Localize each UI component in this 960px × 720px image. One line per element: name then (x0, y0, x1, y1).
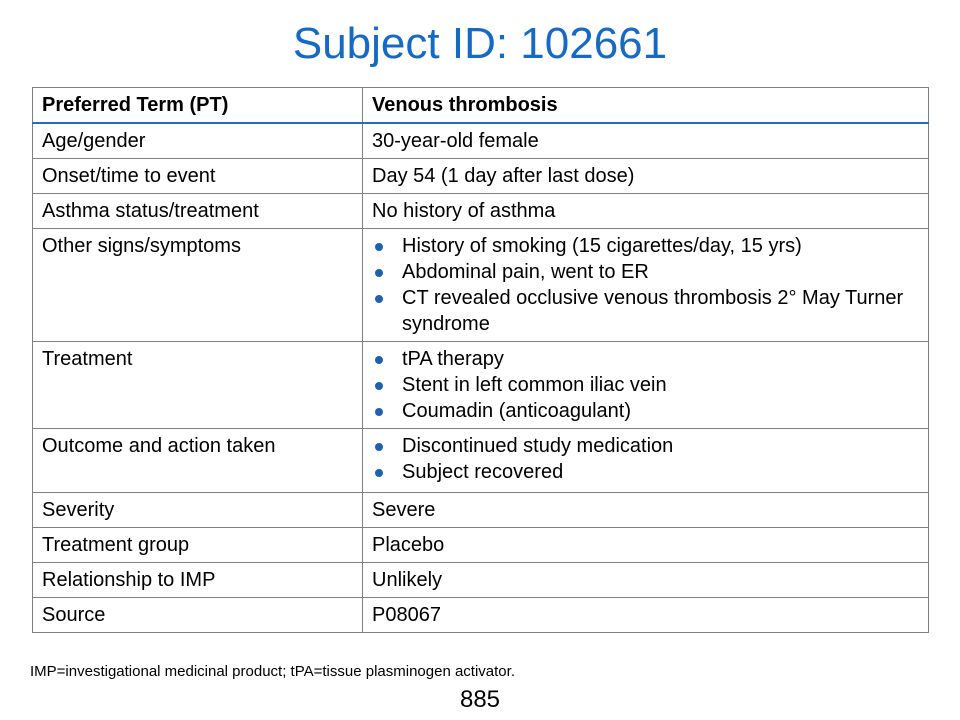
table-row: Asthma status/treatment No history of as… (32, 193, 929, 229)
row-value: Day 54 (1 day after last dose) (362, 158, 929, 194)
list-item: CT revealed occlusive venous thrombosis … (372, 285, 920, 337)
row-value: Placebo (362, 527, 929, 563)
row-label: Onset/time to event (32, 158, 363, 194)
table-row: Severity Severe (32, 492, 929, 528)
row-label: Relationship to IMP (32, 562, 363, 598)
footnote: IMP=investigational medicinal product; t… (30, 663, 515, 680)
list-item: History of smoking (15 cigarettes/day, 1… (372, 233, 920, 259)
table-row: Treatment group Placebo (32, 527, 929, 563)
bullet-icon (375, 443, 383, 451)
table-row: Onset/time to event Day 54 (1 day after … (32, 158, 929, 194)
list-item-text: Coumadin (anticoagulant) (402, 400, 632, 422)
list-item-text: Discontinued study medication (402, 435, 674, 457)
table-row: Relationship to IMP Unlikely (32, 562, 929, 598)
adverse-event-table: Preferred Term (PT) Venous thrombosis Ag… (32, 87, 929, 633)
list-item-text: Abdominal pain, went to ER (402, 261, 649, 283)
bullet-list: tPA therapy Stent in left common iliac v… (372, 346, 920, 424)
row-label: Treatment group (32, 527, 363, 563)
row-label: Treatment (32, 341, 363, 429)
table-row: Outcome and action taken Discontinued st… (32, 428, 929, 493)
bullet-icon (375, 356, 383, 364)
row-label: Outcome and action taken (32, 428, 363, 493)
list-item: Abdominal pain, went to ER (372, 259, 920, 285)
list-item-text: CT revealed occlusive venous thrombosis … (402, 287, 904, 335)
row-value: Severe (362, 492, 929, 528)
bullet-icon (375, 382, 383, 390)
list-item: Stent in left common iliac vein (372, 372, 920, 398)
row-value: P08067 (362, 597, 929, 633)
bullet-icon (375, 295, 383, 303)
list-item: Discontinued study medication (372, 433, 920, 459)
row-value: No history of asthma (362, 193, 929, 229)
row-label: Source (32, 597, 363, 633)
table-row: Age/gender 30-year-old female (32, 122, 929, 159)
table-row: Treatment tPA therapy Stent in left comm… (32, 341, 929, 429)
table-row: Source P08067 (32, 597, 929, 633)
list-item: Subject recovered (372, 459, 920, 485)
header-cell-term-value: Venous thrombosis (362, 87, 929, 124)
bullet-list: History of smoking (15 cigarettes/day, 1… (372, 233, 920, 337)
list-item-text: History of smoking (15 cigarettes/day, 1… (402, 235, 802, 257)
bullet-icon (375, 469, 383, 477)
list-item-text: tPA therapy (402, 348, 504, 370)
row-value: tPA therapy Stent in left common iliac v… (362, 341, 929, 429)
bullet-icon (375, 243, 383, 251)
row-label: Severity (32, 492, 363, 528)
bullet-list: Discontinued study medication Subject re… (372, 433, 920, 485)
list-item: Coumadin (anticoagulant) (372, 398, 920, 424)
row-label: Age/gender (32, 122, 363, 159)
table-header-row: Preferred Term (PT) Venous thrombosis (32, 87, 929, 124)
row-value: Unlikely (362, 562, 929, 598)
list-item-text: Subject recovered (402, 461, 564, 483)
list-item: tPA therapy (372, 346, 920, 372)
header-cell-term-label: Preferred Term (PT) (32, 87, 363, 124)
row-label: Asthma status/treatment (32, 193, 363, 229)
table-row: Other signs/symptoms History of smoking … (32, 228, 929, 342)
page-number: 885 (459, 686, 501, 713)
bullet-icon (375, 269, 383, 277)
row-value: History of smoking (15 cigarettes/day, 1… (362, 228, 929, 342)
list-item-text: Stent in left common iliac vein (402, 374, 667, 396)
bullet-icon (375, 408, 383, 416)
row-value: 30-year-old female (362, 122, 929, 159)
row-label: Other signs/symptoms (32, 228, 363, 342)
slide-title: Subject ID: 102661 (292, 19, 668, 68)
row-value: Discontinued study medication Subject re… (362, 428, 929, 493)
